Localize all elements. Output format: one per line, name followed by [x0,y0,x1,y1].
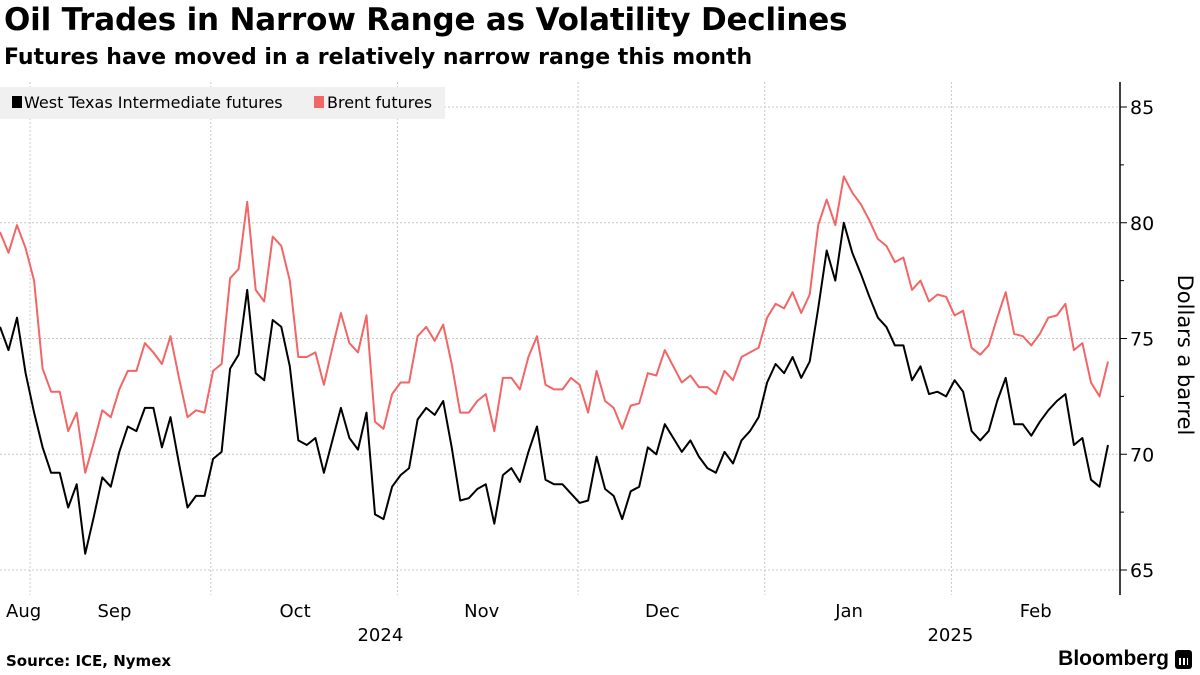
x-tick-label: Dec [645,601,680,622]
y-tick-label: 75 [1130,329,1154,351]
bloomberg-chart-icon [1175,649,1192,669]
source-note: Source: ICE, Nymex [6,652,172,670]
gridlines [0,82,1120,595]
x-tick-label: Aug [6,601,41,622]
legend-swatch-brent [314,96,324,108]
brand-name: Bloomberg [1058,647,1169,670]
legend-label-brent: Brent futures [327,93,432,112]
x-axis: Aug Sep Oct Nov Dec Jan Feb 2024 2025 [6,601,1052,646]
legend-label-wti: West Texas Intermediate futures [24,93,283,112]
series-lines [0,175,1109,555]
x-tick-label: Nov [464,601,499,622]
y-tick-label: 70 [1130,444,1154,466]
y-tick-label: 80 [1130,213,1154,235]
brent-line [0,175,1109,474]
y-tick-label: 65 [1130,560,1154,582]
chart-subtitle: Futures have moved in a relatively narro… [4,45,753,70]
x-tick-label: Feb [1020,601,1052,622]
legend-swatch-wti [12,96,22,108]
x-tick-label: Oct [280,601,311,622]
y-axis: 65 70 75 80 85 [1119,82,1154,595]
x-year-label: 2025 [927,625,973,646]
bloomberg-logo: Bloomberg [1058,647,1192,671]
legend: West Texas Intermediate futures Brent fu… [0,87,445,119]
x-year-label: 2024 [357,625,403,646]
chart-title: Oil Trades in Narrow Range as Volatility… [4,2,848,38]
x-tick-label: Jan [834,601,863,622]
y-tick-label: 85 [1130,97,1154,119]
legend-background [0,87,445,119]
x-tick-label: Sep [97,601,131,622]
wti-line [0,221,1109,555]
y-axis-label: Dollars a barrel [1173,275,1197,436]
